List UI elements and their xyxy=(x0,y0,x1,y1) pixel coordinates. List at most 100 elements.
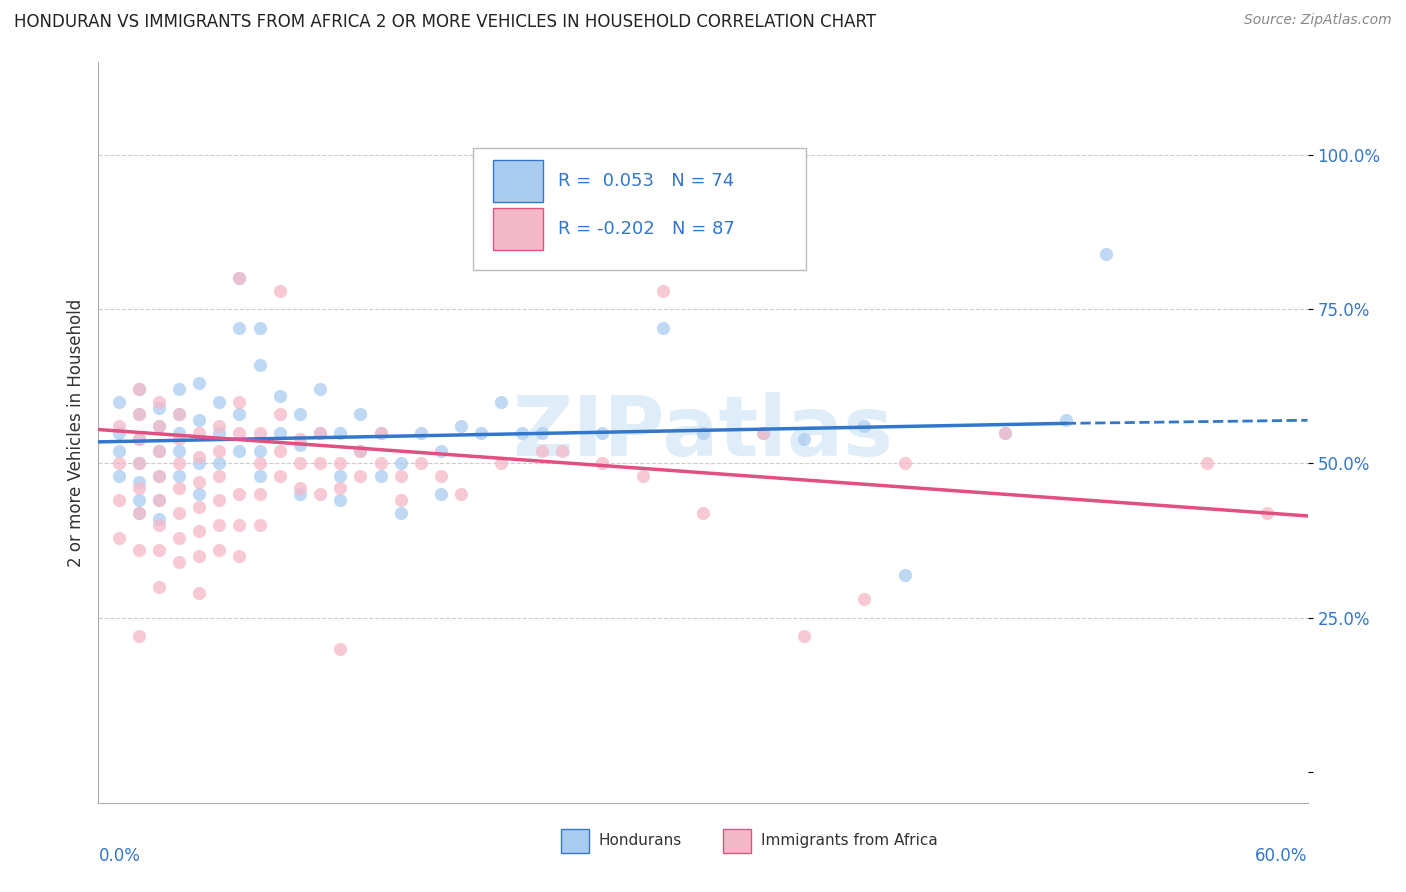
Point xyxy=(249,320,271,334)
Point xyxy=(167,407,190,421)
Point xyxy=(692,425,714,440)
Point xyxy=(167,383,190,397)
Point xyxy=(249,444,271,458)
Point xyxy=(329,468,352,483)
Point xyxy=(208,425,231,440)
Point xyxy=(148,512,170,526)
Point xyxy=(551,444,574,458)
Point xyxy=(389,457,412,471)
Point xyxy=(228,487,250,501)
Point xyxy=(188,475,211,489)
Point xyxy=(329,641,352,656)
Point xyxy=(228,407,250,421)
Point xyxy=(651,284,673,298)
Point xyxy=(288,481,311,495)
Point xyxy=(208,493,231,508)
Point xyxy=(249,518,271,533)
Point xyxy=(167,506,190,520)
Point xyxy=(167,432,190,446)
Point xyxy=(349,444,371,458)
Point xyxy=(288,487,311,501)
Point xyxy=(430,468,453,483)
Text: HONDURAN VS IMMIGRANTS FROM AFRICA 2 OR MORE VEHICLES IN HOUSEHOLD CORRELATION C: HONDURAN VS IMMIGRANTS FROM AFRICA 2 OR … xyxy=(14,13,876,31)
Point xyxy=(389,493,412,508)
Point xyxy=(188,487,211,501)
Point xyxy=(228,425,250,440)
Point xyxy=(370,425,392,440)
Point xyxy=(370,425,392,440)
Point xyxy=(228,518,250,533)
Point xyxy=(188,457,211,471)
Point xyxy=(430,444,453,458)
Point xyxy=(208,394,231,409)
Point xyxy=(491,394,513,409)
Point xyxy=(167,444,190,458)
Text: Immigrants from Africa: Immigrants from Africa xyxy=(761,833,938,848)
Point xyxy=(107,493,129,508)
Point xyxy=(752,425,775,440)
Point xyxy=(269,284,291,298)
Point xyxy=(1095,246,1118,260)
Point xyxy=(893,567,915,582)
Point xyxy=(228,549,250,563)
Point xyxy=(128,475,150,489)
Point xyxy=(128,506,150,520)
Point xyxy=(510,425,533,440)
Point xyxy=(128,432,150,446)
Text: R =  0.053   N = 74: R = 0.053 N = 74 xyxy=(558,172,734,190)
Point xyxy=(651,320,673,334)
Point xyxy=(148,542,170,557)
Point xyxy=(128,506,150,520)
Point xyxy=(208,518,231,533)
Point xyxy=(530,444,553,458)
Point xyxy=(269,444,291,458)
Point xyxy=(692,506,714,520)
Point xyxy=(107,394,129,409)
Point xyxy=(994,425,1017,440)
Point xyxy=(107,419,129,434)
Point xyxy=(148,444,170,458)
Point xyxy=(128,407,150,421)
Point xyxy=(148,493,170,508)
Point xyxy=(128,407,150,421)
Point xyxy=(167,531,190,545)
Point xyxy=(148,580,170,594)
Point xyxy=(167,555,190,569)
Point xyxy=(107,425,129,440)
Point xyxy=(470,425,492,440)
Point xyxy=(269,407,291,421)
Point xyxy=(591,457,613,471)
Point xyxy=(1054,413,1077,427)
Point xyxy=(288,432,311,446)
Point xyxy=(228,271,250,285)
Point xyxy=(188,549,211,563)
Point xyxy=(228,394,250,409)
Point xyxy=(128,383,150,397)
Point xyxy=(269,468,291,483)
Point xyxy=(188,376,211,391)
Point xyxy=(853,419,876,434)
Text: 60.0%: 60.0% xyxy=(1256,847,1308,865)
Point xyxy=(409,425,432,440)
Point xyxy=(329,481,352,495)
Text: R = -0.202   N = 87: R = -0.202 N = 87 xyxy=(558,220,735,238)
Text: Source: ZipAtlas.com: Source: ZipAtlas.com xyxy=(1244,13,1392,28)
Point xyxy=(309,383,332,397)
Point xyxy=(591,425,613,440)
Point xyxy=(107,468,129,483)
Point xyxy=(249,358,271,372)
Point xyxy=(349,468,371,483)
Point xyxy=(793,629,815,643)
Point xyxy=(450,419,472,434)
Point xyxy=(188,586,211,600)
Point xyxy=(148,468,170,483)
Point xyxy=(309,425,332,440)
Point xyxy=(107,444,129,458)
Point xyxy=(188,413,211,427)
Point xyxy=(128,629,150,643)
Point xyxy=(893,457,915,471)
Point xyxy=(228,320,250,334)
Point xyxy=(148,493,170,508)
Text: Hondurans: Hondurans xyxy=(599,833,682,848)
Point xyxy=(188,425,211,440)
